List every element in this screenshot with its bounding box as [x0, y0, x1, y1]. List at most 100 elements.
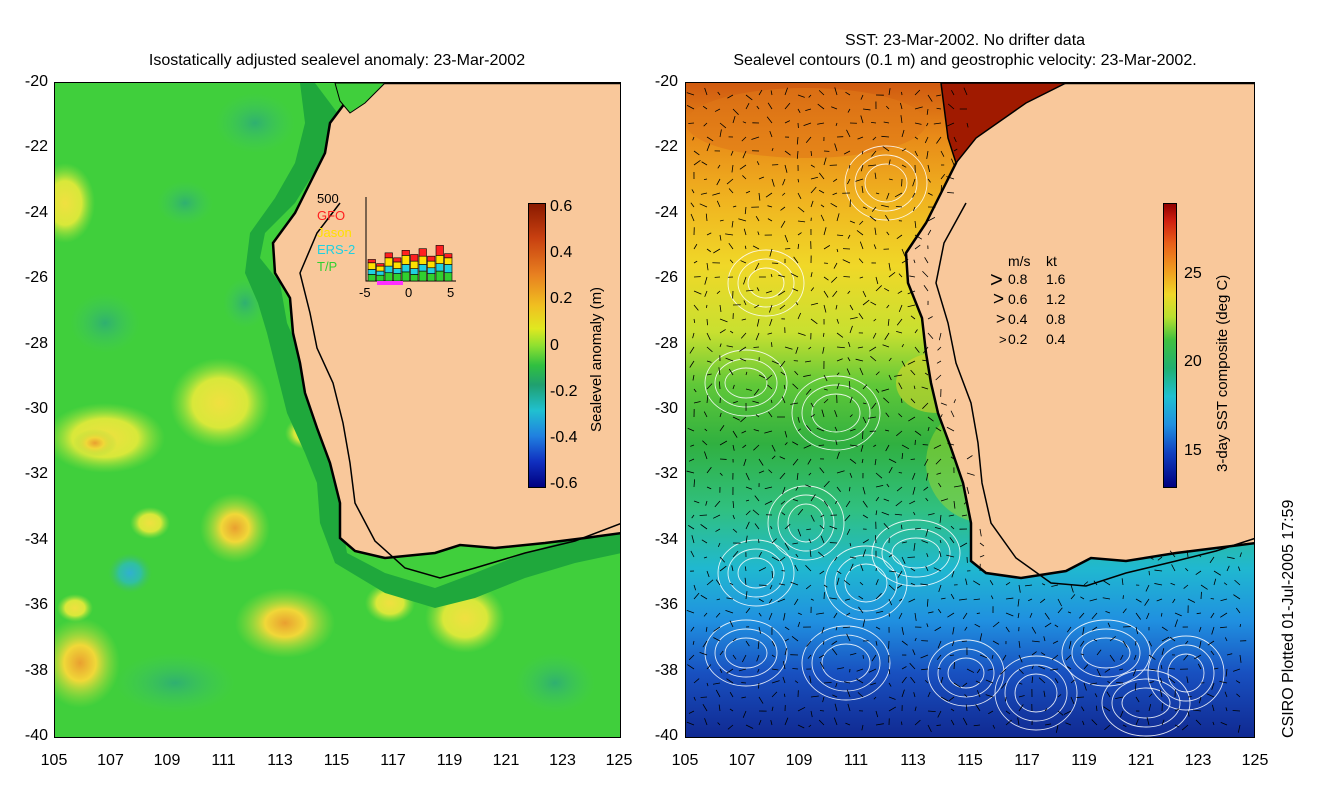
- velocity-vector: [716, 598, 721, 601]
- velocity-vector: [784, 346, 793, 350]
- velocity-vector: [784, 542, 790, 551]
- velocity-vector: [976, 668, 981, 674]
- velocity-vector: [959, 542, 968, 548]
- velocity-vector: [693, 304, 699, 311]
- velocity-vector: [764, 486, 773, 490]
- velocity-vector: [690, 213, 695, 222]
- velocity-vector: [704, 87, 708, 96]
- velocity-legend-ms: 0.4: [1008, 311, 1028, 327]
- velocity-vector: [1109, 636, 1116, 642]
- velocity-vector: [831, 276, 838, 283]
- velocity-vector: [910, 369, 916, 376]
- velocity-vector: [1083, 664, 1089, 670]
- velocity-vector: [755, 215, 760, 222]
- velocity-legend-kt-header: kt: [1046, 253, 1057, 269]
- velocity-vector: [963, 500, 968, 505]
- velocity-vector: [703, 556, 708, 559]
- velocity-vector: [927, 724, 932, 733]
- velocity-vector: [875, 626, 881, 630]
- velocity-vector: [719, 650, 724, 656]
- velocity-vector: [1105, 611, 1111, 614]
- velocity-vector: [706, 664, 712, 670]
- velocity-vector: [936, 94, 942, 97]
- velocity-vector: [693, 678, 700, 684]
- velocity-vector: [847, 290, 851, 294]
- velocity-vector: [715, 612, 721, 618]
- velocity-vector: [1066, 626, 1072, 633]
- velocity-vector: [767, 205, 773, 208]
- velocity-vector: [894, 513, 903, 516]
- inset-bar-segment: [376, 265, 385, 272]
- velocity-vector: [741, 654, 747, 663]
- velocity-vector: [885, 429, 890, 432]
- velocity-vector: [1170, 582, 1176, 586]
- velocity-vector: [875, 535, 877, 544]
- left-colorbar-tick: 0.4: [550, 244, 573, 262]
- velocity-vector: [689, 346, 695, 354]
- velocity-vector: [862, 514, 869, 519]
- velocity-vector: [926, 108, 929, 115]
- velocity-vector: [844, 681, 851, 684]
- velocity-vector: [1038, 677, 1046, 684]
- velocity-vector: [1043, 690, 1046, 698]
- right-x-tick: 125: [1241, 752, 1269, 769]
- velocity-vector: [810, 272, 813, 278]
- velocity-vector: [862, 206, 868, 209]
- velocity-vector: [1122, 608, 1127, 614]
- velocity-vector: [742, 710, 747, 718]
- velocity-vector: [871, 206, 877, 212]
- left-colorbar: [528, 203, 546, 488]
- sealevel-contour: [854, 154, 918, 212]
- velocity-vector: [1063, 710, 1072, 715]
- sealevel-contour: [791, 375, 881, 451]
- velocity-vector: [1119, 668, 1124, 671]
- velocity-vector: [727, 94, 734, 99]
- right-x-tick: 121: [1127, 752, 1155, 769]
- velocity-vector: [834, 143, 838, 152]
- sealevel-contour: [1157, 644, 1215, 702]
- velocity-vector: [1168, 677, 1176, 684]
- velocity-vector: [979, 542, 985, 547]
- velocity-vector: [842, 259, 851, 264]
- velocity-vector: [936, 724, 942, 726]
- inset-bar-segment: [427, 255, 436, 262]
- velocity-vector: [831, 640, 838, 645]
- sealevel-contours: [704, 145, 1225, 737]
- altimeter-inset: 500 GFO Jason ERS-2 T/P -5 0 5: [317, 191, 457, 301]
- velocity-vector: [862, 299, 870, 306]
- velocity-vector: [1160, 612, 1163, 617]
- velocity-vector: [732, 116, 736, 124]
- velocity-vector: [745, 388, 752, 391]
- velocity-vector: [717, 164, 721, 169]
- velocity-vector: [823, 304, 827, 313]
- velocity-vector: [938, 482, 942, 488]
- velocity-vector: [753, 346, 760, 348]
- velocity-vector: [797, 312, 802, 320]
- velocity-vector: [688, 710, 695, 714]
- velocity-vector: [726, 668, 734, 674]
- velocity-vector: [914, 150, 918, 157]
- velocity-vector: [896, 318, 903, 326]
- left-x-tick: 113: [267, 752, 293, 769]
- velocity-vector: [909, 500, 916, 505]
- velocity-vector: [950, 719, 955, 726]
- velocity-vector: [937, 640, 942, 649]
- velocity-vector: [780, 371, 786, 376]
- velocity-vector: [951, 640, 955, 647]
- velocity-vector: [693, 696, 696, 701]
- velocity-vector: [823, 388, 828, 391]
- left-x-tick: 107: [97, 752, 124, 769]
- velocity-vector: [823, 227, 827, 236]
- velocity-vector: [843, 276, 851, 278]
- velocity-vector: [1160, 664, 1163, 670]
- velocity-vector: [719, 318, 728, 323]
- velocity-arrow-icon: >: [996, 311, 1006, 328]
- velocity-vector: [730, 150, 734, 156]
- velocity-vector: [940, 676, 944, 684]
- velocity-vector: [1233, 594, 1241, 600]
- inset-bar-segment: [427, 260, 436, 269]
- velocity-vector: [859, 276, 864, 279]
- velocity-vector: [706, 486, 712, 490]
- velocity-vector: [849, 199, 851, 208]
- velocity-vector: [1183, 584, 1189, 589]
